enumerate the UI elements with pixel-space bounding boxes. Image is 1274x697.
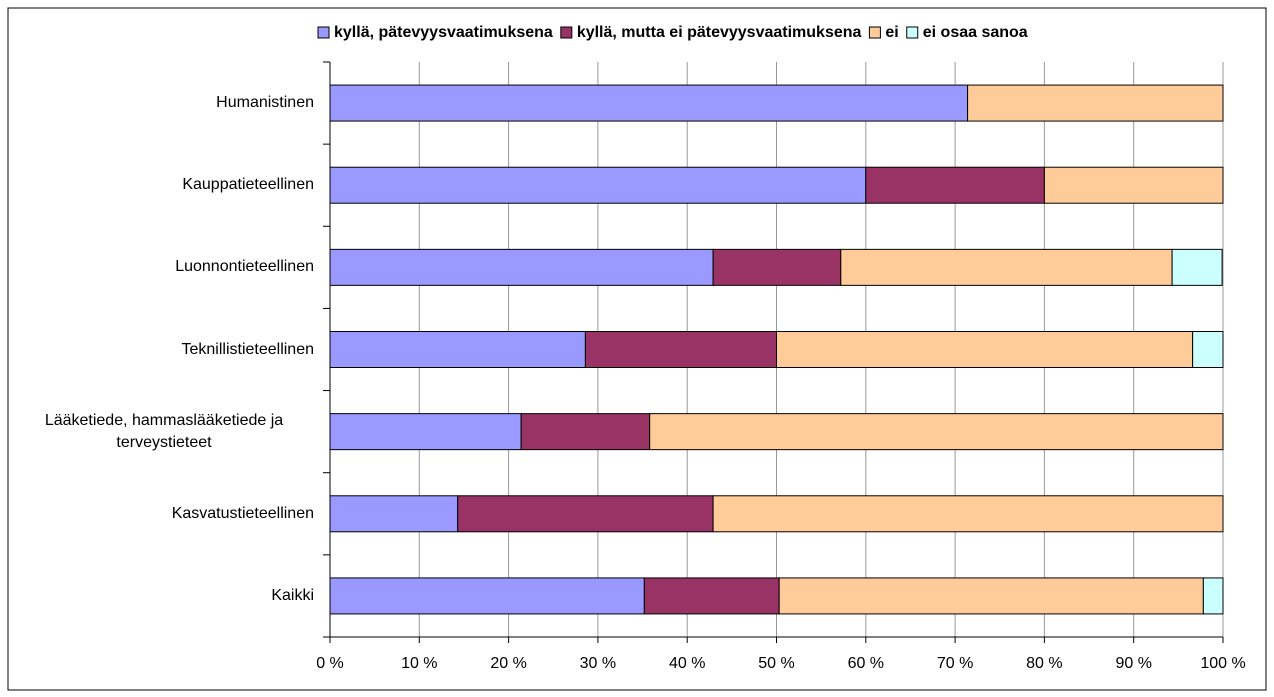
- x-tick-label: 50 %: [758, 655, 794, 672]
- legend-swatch: [317, 26, 330, 39]
- bar-segment: [520, 413, 651, 451]
- bar-segment: [712, 248, 842, 286]
- x-tick-label: 40 %: [669, 655, 705, 672]
- y-tick-label: Kauppatieteellinen: [182, 176, 314, 194]
- bar-segment: [1171, 248, 1223, 286]
- y-tick-label: Teknillistieteellinen: [181, 340, 314, 358]
- legend-swatch: [868, 26, 881, 39]
- bar-segment: [1043, 166, 1224, 204]
- x-tick-label: 30 %: [580, 655, 616, 672]
- x-tick-label: 100 %: [1200, 655, 1245, 672]
- bar-segment: [329, 166, 867, 204]
- x-tick-label: 90 %: [1115, 655, 1151, 672]
- bar-segment: [457, 495, 714, 533]
- bar-segment: [778, 577, 1204, 615]
- legend-swatch: [906, 26, 919, 39]
- bar-segment: [643, 577, 780, 615]
- y-tick-label: Lääketiede, hammaslääketiede ja terveyst…: [44, 411, 284, 451]
- bar-segment: [649, 413, 1224, 451]
- bar-segment: [1192, 331, 1224, 368]
- legend-label: kyllä, pätevyysvaatimuksena: [334, 24, 553, 41]
- bar-segment: [584, 331, 778, 368]
- y-tick-label: Humanistinen: [216, 94, 314, 112]
- bar-segment: [712, 495, 1224, 533]
- bar-segment: [329, 248, 714, 286]
- bar-segment: [967, 84, 1224, 122]
- y-tick-label: Luonnontieteellinen: [175, 258, 314, 276]
- bar-segment: [1202, 577, 1224, 615]
- x-tick-label: 0 %: [316, 655, 344, 672]
- bar-segment: [329, 331, 586, 368]
- y-tick-label: Kasvatustieteellinen: [171, 504, 314, 522]
- bar-segment: [329, 84, 969, 122]
- legend-label: kyllä, mutta ei pätevyysvaatimuksena: [577, 24, 862, 41]
- bar-segment: [329, 495, 459, 533]
- bar-segment: [840, 248, 1173, 286]
- legend-swatch: [560, 26, 573, 39]
- x-tick-label: 70 %: [937, 655, 973, 672]
- bar-segment: [776, 331, 1194, 368]
- bar-segment: [329, 577, 645, 615]
- bar-segment: [329, 413, 522, 451]
- legend-label: ei: [885, 24, 898, 41]
- legend-label: ei osaa sanoa: [923, 24, 1028, 41]
- x-tick-label: 10 %: [401, 655, 437, 672]
- x-tick-label: 20 %: [490, 655, 526, 672]
- x-tick-label: 80 %: [1026, 655, 1062, 672]
- y-tick-label: Kaikki: [271, 586, 314, 604]
- x-tick-label: 60 %: [848, 655, 884, 672]
- bar-segment: [865, 166, 1045, 204]
